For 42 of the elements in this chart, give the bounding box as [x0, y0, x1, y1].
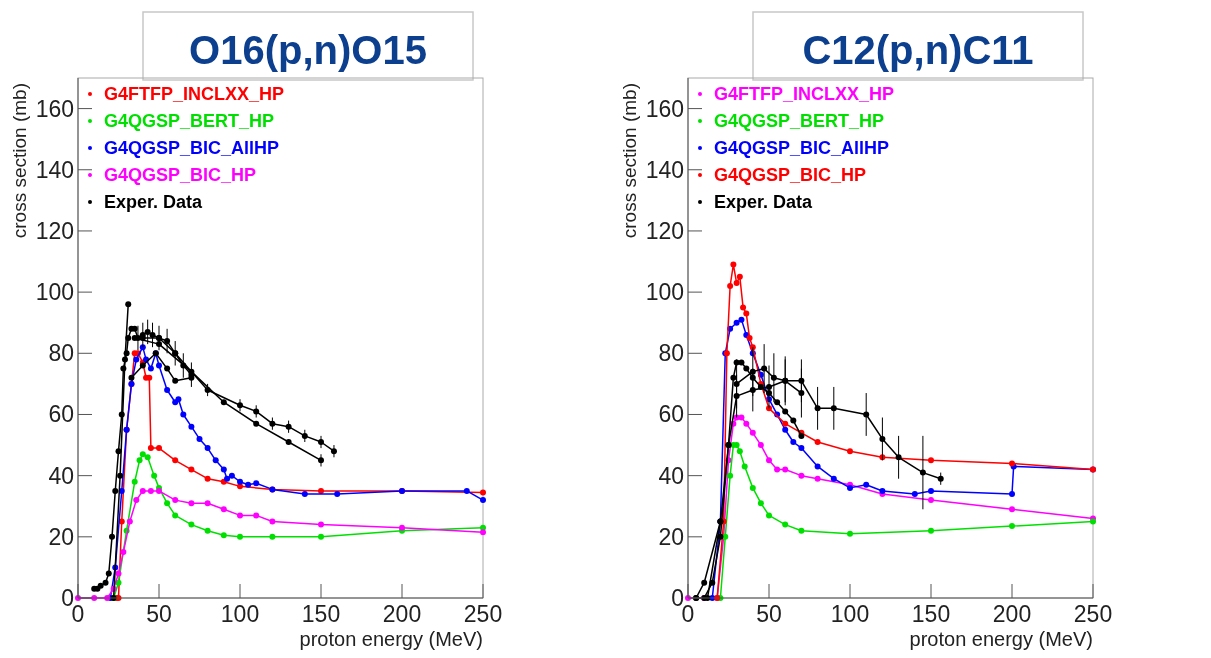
x-tick-label: 100 [220, 601, 260, 627]
x-tick-label: 100 [830, 601, 870, 627]
y-tick-label: 20 [48, 523, 74, 550]
x-tick-label: 50 [146, 601, 172, 627]
y-tick-label: 60 [658, 401, 684, 428]
x-tick-label: 200 [382, 601, 422, 627]
y-tick-label: 160 [645, 95, 684, 122]
x-tick-label: 250 [1073, 601, 1113, 627]
y-tick-label: 100 [35, 279, 74, 306]
y-axis-title: cross section (mb) [619, 83, 640, 239]
text: G4QGSP_BIC_HP [714, 165, 867, 185]
x-axis-title: proton energy (MeV) [299, 628, 483, 650]
y-axis-title: cross section (mb) [9, 83, 30, 239]
text: G4QGSP_BERT_HP [104, 111, 275, 131]
text: G4QGSP_BIC_HP [104, 165, 257, 185]
y-tick-label: 140 [645, 156, 684, 183]
text: G4FTFP_INCLXX_HP [104, 84, 285, 104]
y-tick-label: 40 [48, 462, 74, 489]
y-tick-label: 140 [35, 156, 74, 183]
x-tick-label: 50 [756, 601, 782, 627]
y-tick-label: 80 [658, 340, 684, 367]
x-tick-label: 200 [992, 601, 1032, 627]
text: G4QGSP_BIC_AllHP [714, 138, 890, 158]
y-tick-label: 160 [35, 95, 74, 122]
text: G4QGSP_BERT_HP [714, 111, 885, 131]
y-tick-label: 40 [658, 462, 684, 489]
text: G4FTFP_INCLXX_HP [714, 84, 895, 104]
chart-title: O16(p,n)O15 [189, 28, 427, 72]
y-tick-label: 80 [48, 340, 74, 367]
chart-title: C12(p,n)C11 [802, 28, 1034, 72]
y-tick-label: 100 [645, 279, 684, 306]
y-tick-label: 120 [35, 217, 74, 244]
x-tick-label: 250 [463, 601, 503, 627]
y-tick-label: 120 [645, 217, 684, 244]
y-tick-label: 60 [48, 401, 74, 428]
text: Exper. Data [714, 192, 814, 212]
x-tick-label: 150 [911, 601, 951, 627]
x-tick-label: 150 [301, 601, 341, 627]
text: G4QGSP_BIC_AllHP [104, 138, 280, 158]
x-axis-title: proton energy (MeV) [909, 628, 1093, 650]
text: Exper. Data [104, 192, 204, 212]
y-tick-label: 20 [658, 523, 684, 550]
